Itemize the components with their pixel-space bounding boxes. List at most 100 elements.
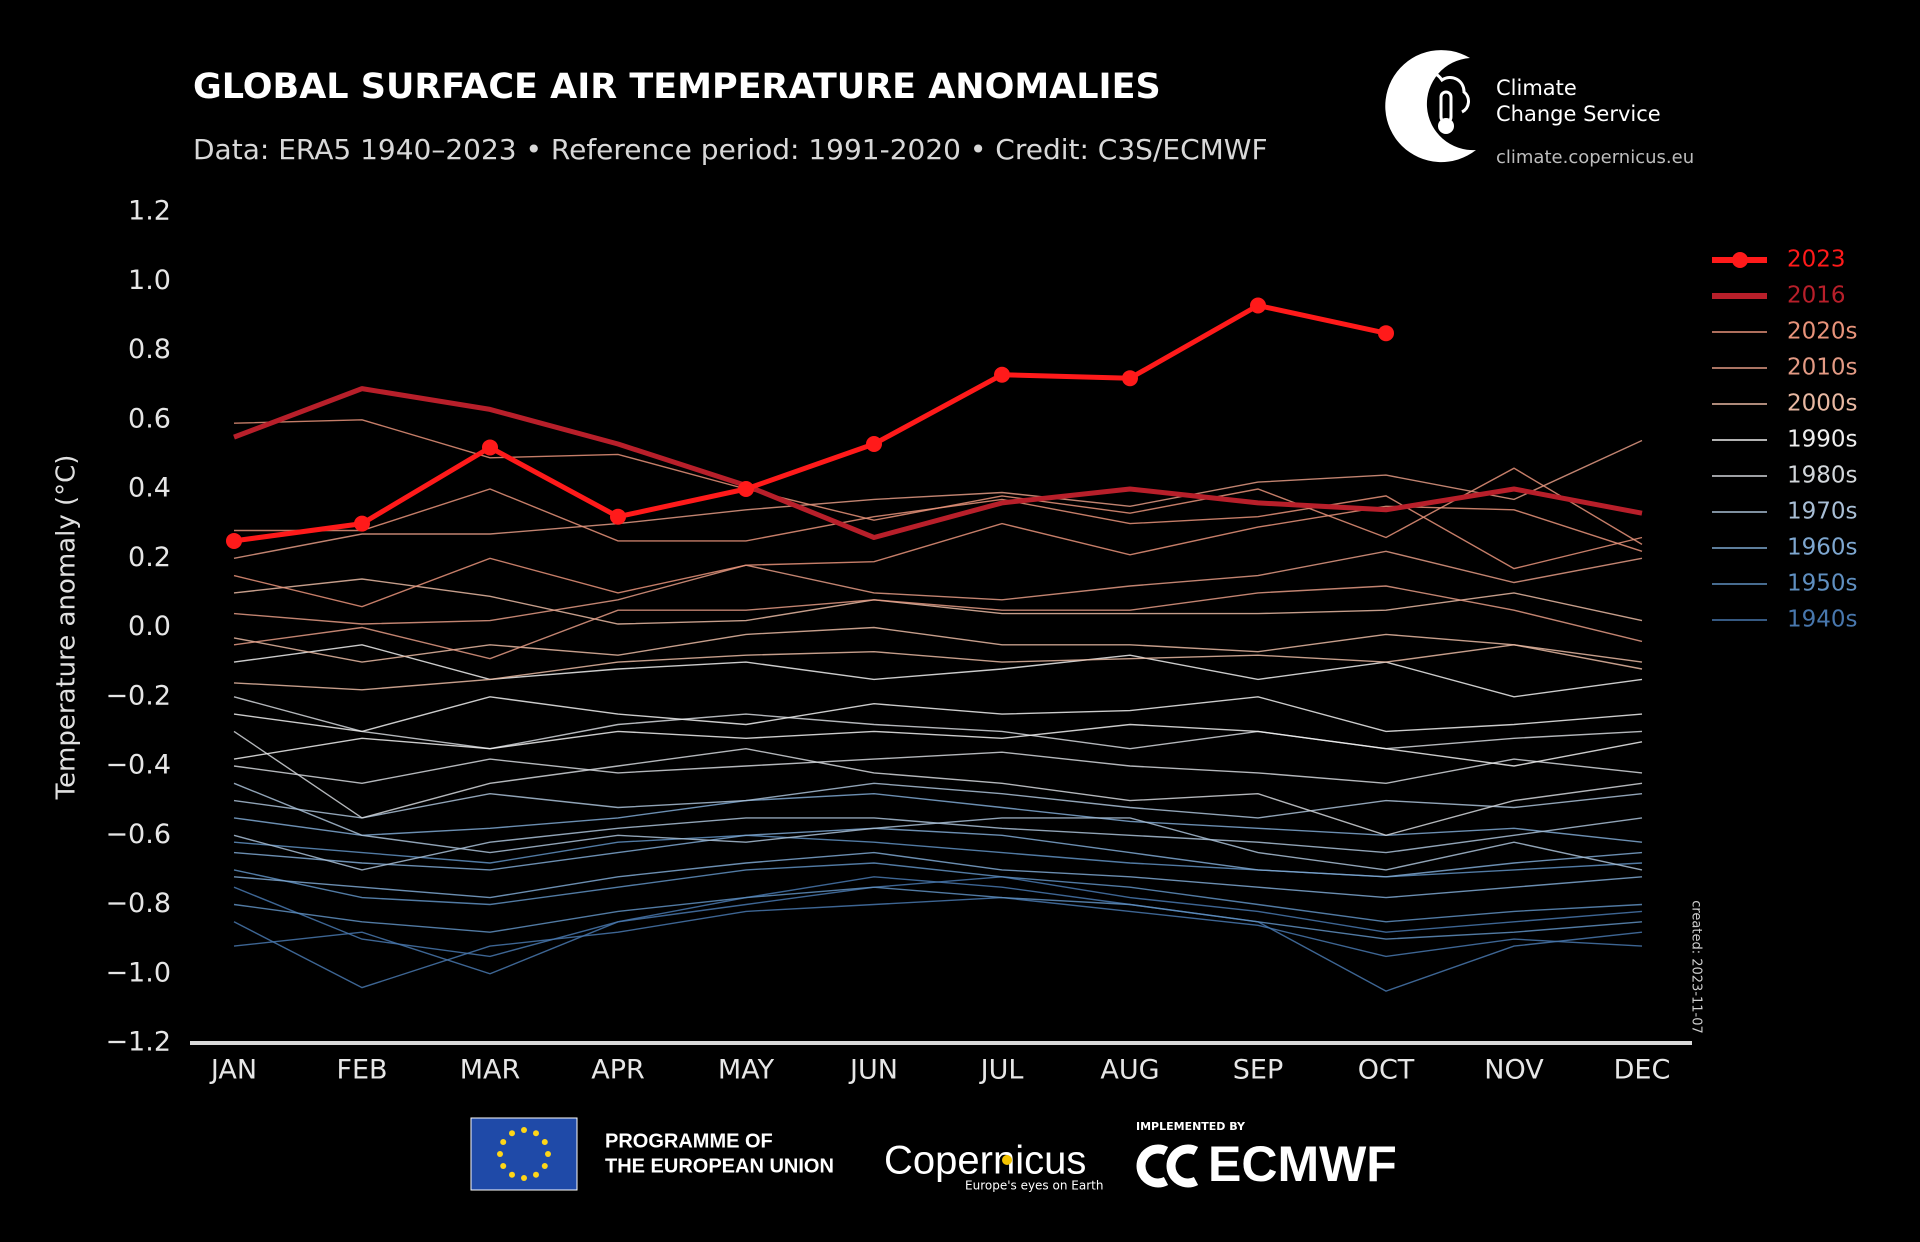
point (866, 435, 882, 452)
highlight-line (233, 303, 1387, 544)
y-tick-label: −0.4 (105, 750, 171, 781)
eu-star (521, 1127, 527, 1133)
year-line (233, 896, 1643, 989)
ecmwf-text: ECMWF (1208, 1136, 1397, 1192)
legend-label: 1970s (1787, 499, 1858, 525)
implemented-text: IMPLEMENTED BY (1136, 1120, 1246, 1133)
year-line (233, 730, 1643, 837)
logo-bulb (1438, 118, 1454, 134)
x-tick-label: NOV (1484, 1055, 1544, 1086)
point (1250, 297, 1266, 314)
legend-label: 1980s (1787, 463, 1858, 489)
y-tick-label: 0.8 (128, 334, 171, 365)
legend-label: 1950s (1787, 571, 1858, 597)
legend-label: 2016 (1787, 283, 1846, 309)
point (738, 481, 754, 497)
year-line (233, 696, 1643, 750)
created-annotation: created: 2023-11-07 (1689, 900, 1704, 1034)
copernicus-dot (1002, 1155, 1012, 1165)
point (482, 439, 498, 456)
legend-label: 2020s (1787, 319, 1858, 345)
x-tick-label: MAY (718, 1055, 775, 1086)
logo-crescent (1385, 50, 1476, 163)
legend-label: 1940s (1787, 607, 1858, 633)
eu-star (541, 1163, 548, 1169)
year-line (233, 792, 1643, 843)
logo-text: Climate (1496, 76, 1577, 100)
x-tick-label: JUL (979, 1055, 1024, 1086)
c3s-logo: Climate Change Service climate.copernicu… (1385, 50, 1694, 168)
logo-cloud (1391, 69, 1470, 114)
year-line (233, 723, 1643, 767)
year-line (233, 782, 1643, 871)
eu-star (500, 1139, 507, 1145)
legend-marker (1732, 252, 1748, 268)
x-tick-label: AUG (1100, 1055, 1159, 1086)
y-tick-label: −1.0 (105, 957, 171, 988)
x-tick-label: APR (591, 1055, 645, 1086)
x-tick-label: JUN (848, 1055, 898, 1086)
year-line (233, 585, 1643, 660)
year-line (233, 644, 1643, 698)
eu-star (500, 1163, 507, 1169)
x-tick-label: SEP (1233, 1055, 1283, 1086)
year-line (233, 578, 1643, 625)
ecmwf-arc (1166, 1144, 1199, 1188)
year-line (233, 876, 1643, 992)
point (1122, 370, 1138, 387)
year-line (233, 834, 1643, 878)
year-line (233, 886, 1643, 940)
logo-url: climate.copernicus.eu (1496, 147, 1694, 168)
point (354, 515, 370, 532)
eu-star (541, 1139, 548, 1145)
year-line (233, 851, 1643, 899)
point (1378, 325, 1394, 342)
year-line (233, 696, 1643, 733)
year-line (233, 626, 1643, 663)
x-tick-label: DEC (1614, 1055, 1671, 1086)
legend-label: 2000s (1787, 391, 1858, 417)
eu-star (509, 1171, 515, 1178)
y-tick-label: 0.6 (128, 403, 171, 434)
eu-star (545, 1151, 551, 1157)
logo-text: Change Service (1496, 102, 1661, 126)
year-line (233, 439, 1643, 559)
legend-label: 2023 (1787, 247, 1846, 273)
x-tick-label: FEB (336, 1055, 387, 1086)
y-tick-label: 1.2 (128, 196, 171, 227)
point (994, 366, 1010, 383)
highlight-line (233, 386, 1643, 540)
x-tick-label: MAR (460, 1055, 521, 1086)
year-line (233, 862, 1643, 923)
footer-logos: PROGRAMME OF THE EUROPEAN UNION Copernic… (470, 1117, 1397, 1193)
eu-star (497, 1151, 503, 1157)
ecmwf-symbol (1136, 1144, 1199, 1188)
y-tick-label: 0.2 (128, 542, 171, 573)
year-line (233, 550, 1643, 625)
legend-label: 1990s (1787, 427, 1858, 453)
year-line (233, 782, 1643, 819)
y-tick-label: −0.8 (105, 888, 171, 919)
x-tick-label: JAN (209, 1055, 257, 1086)
copernicus-text: Copernicus (884, 1139, 1086, 1183)
y-tick-label: 0.0 (128, 611, 171, 642)
year-line (233, 751, 1643, 785)
point (610, 508, 626, 525)
eu-star (521, 1175, 527, 1181)
eu-star (533, 1171, 539, 1178)
chart-title: GLOBAL SURFACE AIR TEMPERATURE ANOMALIES (193, 67, 1161, 107)
y-tick-label: −0.2 (105, 680, 171, 711)
legend-label: 1960s (1787, 535, 1858, 561)
eu-star (533, 1130, 539, 1137)
y-tick-label: −0.6 (105, 819, 171, 850)
x-tick-label: OCT (1358, 1055, 1415, 1086)
y-tick-label: 1.0 (128, 265, 171, 296)
y-tick-label: −1.2 (105, 1027, 171, 1058)
y-axis-label: Temperature anomaly (°C) (52, 455, 82, 801)
y-tick-label: 0.4 (128, 473, 171, 504)
copernicus-tagline: Europe's eyes on Earth (965, 1179, 1103, 1193)
eu-text: PROGRAMME OF (605, 1130, 773, 1152)
ecmwf-arc (1136, 1144, 1169, 1188)
point (226, 532, 242, 549)
